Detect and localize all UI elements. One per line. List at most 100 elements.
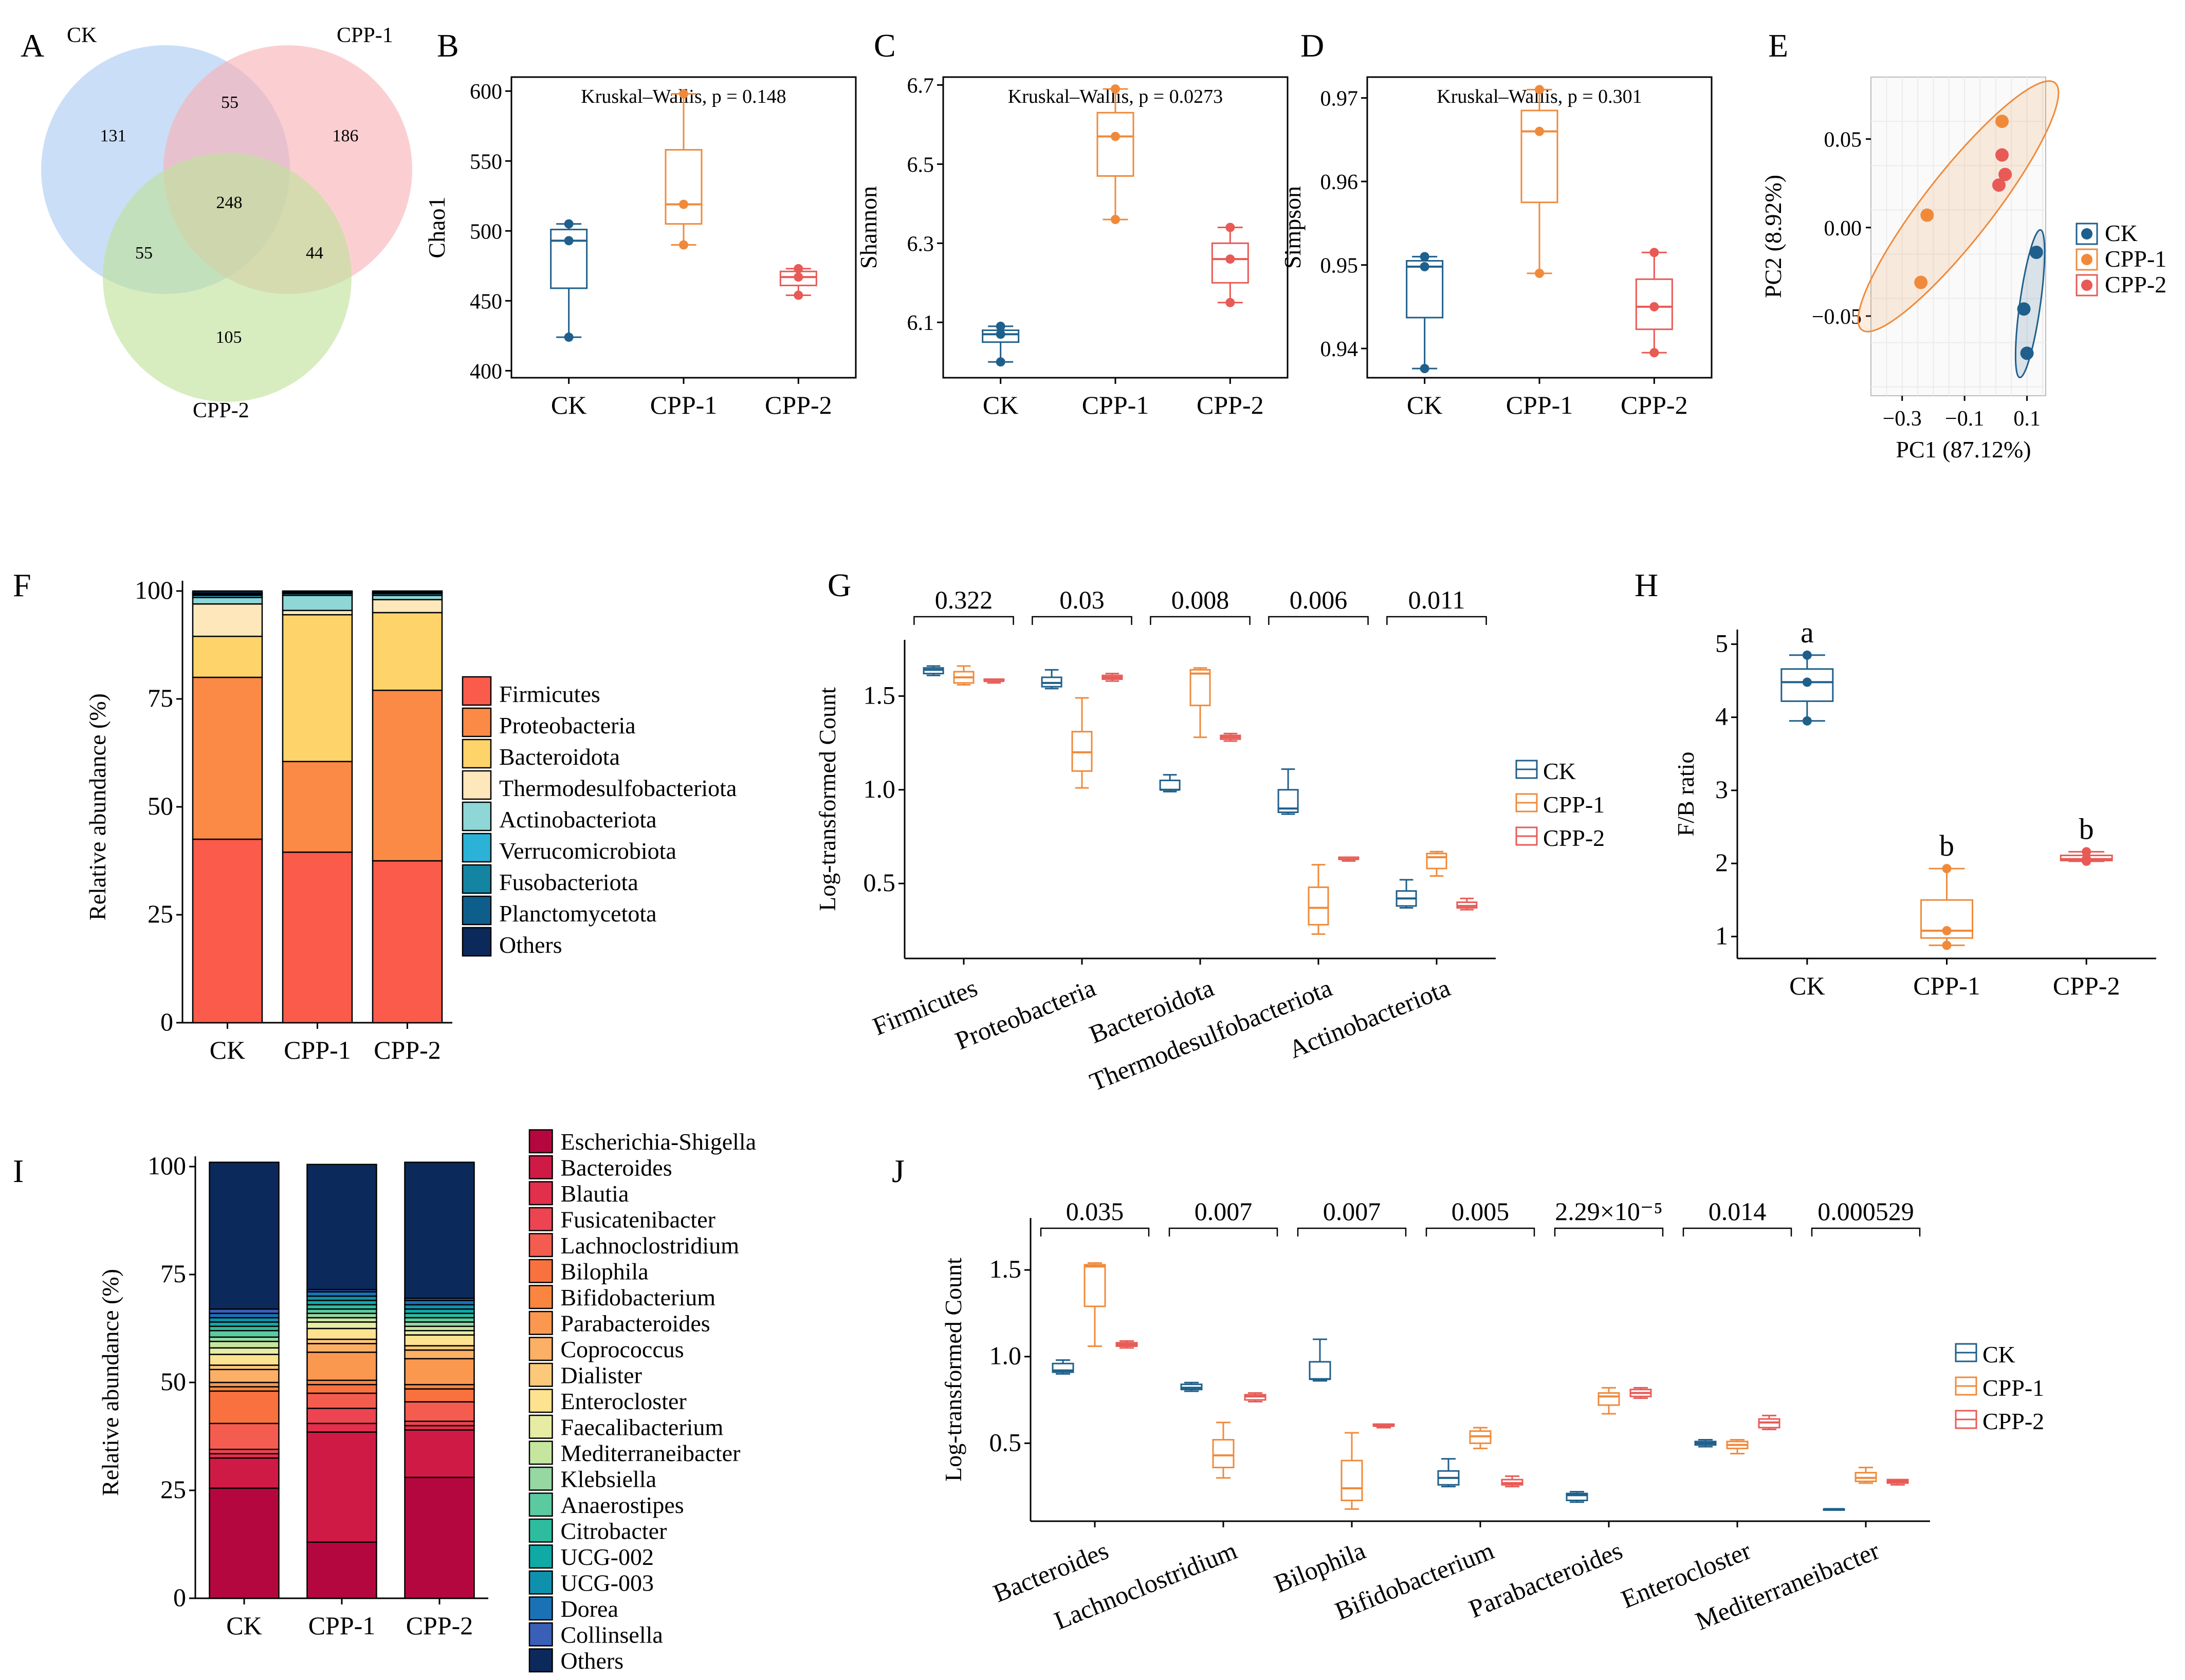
legend-label-Thermodesulfobacteriota: Thermodesulfobacteriota	[499, 775, 737, 801]
significance-bracket	[1150, 616, 1251, 625]
data-point	[996, 357, 1005, 367]
data-point	[1225, 254, 1235, 264]
legend-dot	[2081, 280, 2092, 291]
data-point	[1649, 302, 1659, 311]
stack-segment-Klebsiella	[209, 1336, 280, 1342]
venn-set-label: CPP-2	[193, 399, 249, 422]
data-point	[1649, 248, 1659, 257]
y-tick-label: 50	[148, 791, 173, 820]
box-body	[1052, 1362, 1074, 1373]
data-point	[1111, 132, 1120, 141]
legend-label-Bifidobacterium: Bifidobacterium	[561, 1284, 716, 1310]
box-body	[665, 149, 703, 225]
stack-segment-Bacteroides	[306, 1431, 377, 1543]
stack-segment-Proteobacteria	[282, 761, 353, 853]
y-tick-label: 0.5	[989, 1428, 1022, 1456]
x-tick-label: CPP-2	[406, 1611, 473, 1640]
stack-segment-Bifidobacterium	[404, 1383, 475, 1390]
stack-segment-Actinobacteriota	[282, 595, 353, 612]
box-body	[1598, 1392, 1620, 1406]
stack-segment-Bacteroidota	[282, 614, 353, 763]
data-point	[1802, 716, 1812, 726]
legend-label-Fusobacteriota: Fusobacteriota	[499, 869, 638, 895]
data-point	[679, 199, 688, 209]
legend-label-Escherichia-Shigella: Escherichia-Shigella	[561, 1129, 757, 1155]
box-body	[1211, 242, 1249, 284]
legend-label-Proteobacteria: Proteobacteria	[499, 712, 636, 739]
box-group	[1469, 1427, 1492, 1449]
p-value-label: 0.322	[935, 585, 993, 614]
legend-swatch	[528, 1596, 553, 1621]
y-tick-label: 6.5	[907, 153, 934, 177]
data-point	[996, 329, 1005, 339]
stack-segment-Lachnoclostridium	[306, 1392, 377, 1409]
data-point	[1111, 215, 1120, 225]
pcoa-point-CPP-1	[1920, 208, 1934, 222]
box-group	[1096, 84, 1134, 225]
data-point	[1942, 926, 1952, 935]
x-tick-label: CK	[226, 1611, 262, 1640]
p-value-label: 0.011	[1408, 585, 1465, 614]
significance-bracket	[1425, 1227, 1535, 1236]
x-tick-label: CK	[983, 391, 1018, 419]
box-group	[1220, 732, 1241, 742]
y-tick-label: 6.7	[907, 74, 934, 98]
stack-segment-Lachnoclostridium	[209, 1423, 280, 1450]
stack-segment-Parabacteroides	[306, 1351, 377, 1381]
box-group	[1084, 1262, 1106, 1347]
y-tick-label: 450	[470, 290, 502, 313]
box-group	[923, 665, 944, 676]
stack-segment-Enterocloster	[306, 1327, 377, 1340]
stack-segment-Lachnoclostridium	[404, 1401, 475, 1422]
stack-segment-Citrobacter	[209, 1325, 280, 1332]
y-tick-label: 75	[148, 684, 173, 712]
stack-segment-Klebsiella	[404, 1321, 475, 1327]
stack-segment-UCG-002	[306, 1300, 377, 1306]
legend-label-Actinobacteriota: Actinobacteriota	[499, 806, 657, 833]
box-body	[1277, 789, 1299, 814]
panel-label-D: D	[1300, 27, 1324, 64]
box-group	[1629, 1387, 1652, 1399]
legend-swatch	[462, 707, 492, 737]
stack-segment-Actinobacteriota	[192, 597, 263, 605]
box-body	[1084, 1264, 1106, 1307]
stack-segment-Thermodesulfobacteriota	[282, 610, 353, 616]
box-group	[983, 678, 1005, 684]
y-axis-title: F/B ratio	[1673, 752, 1699, 837]
y-tick-label: 1.5	[989, 1254, 1022, 1283]
stack-segment-Anaerostipes	[209, 1330, 280, 1338]
stack-segment-Klebsiella	[306, 1313, 377, 1319]
y-tick-label: 550	[470, 150, 502, 174]
significance-bracket	[913, 616, 1014, 625]
p-value-label: 2.29×10⁻⁵	[1555, 1197, 1663, 1226]
significance-letter: b	[2079, 812, 2094, 845]
y-tick-label: 100	[135, 576, 173, 604]
box-body	[1159, 780, 1181, 791]
box-group	[1598, 1387, 1620, 1415]
y-tick-label: 1.0	[989, 1341, 1022, 1370]
box-group	[1338, 856, 1360, 862]
data-point	[1535, 126, 1544, 136]
stack-segment-Faecalibacterium	[306, 1321, 377, 1330]
box-group	[1309, 1338, 1331, 1382]
stack-segment-Dorea	[306, 1291, 377, 1297]
stack-segment-Escherichia-Shigella	[209, 1487, 280, 1599]
x-tick-label: CPP-1	[308, 1611, 376, 1640]
data-point	[1225, 298, 1235, 307]
legend-label-Firmicutes: Firmicutes	[499, 681, 600, 707]
stack-segment-UCG-002	[404, 1308, 475, 1314]
box-body	[1920, 899, 1973, 939]
box-group	[1277, 768, 1299, 815]
ellipse-CPP-1	[1857, 80, 2060, 333]
venn-circle-CPP-2	[103, 153, 352, 402]
legend-label-CPP-1: CPP-1	[1982, 1375, 2044, 1401]
box-group	[1071, 697, 1093, 789]
x-axis-title: PC1 (87.12%)	[1896, 436, 2031, 463]
x-tick-label: CPP-2	[765, 391, 832, 419]
y-tick-label: 0.97	[1320, 87, 1358, 111]
data-point	[1111, 84, 1120, 94]
box-group	[1341, 1432, 1363, 1510]
legend-swatch	[462, 895, 492, 926]
x-tick-label: −0.3	[1883, 407, 1922, 431]
data-point	[564, 333, 574, 342]
